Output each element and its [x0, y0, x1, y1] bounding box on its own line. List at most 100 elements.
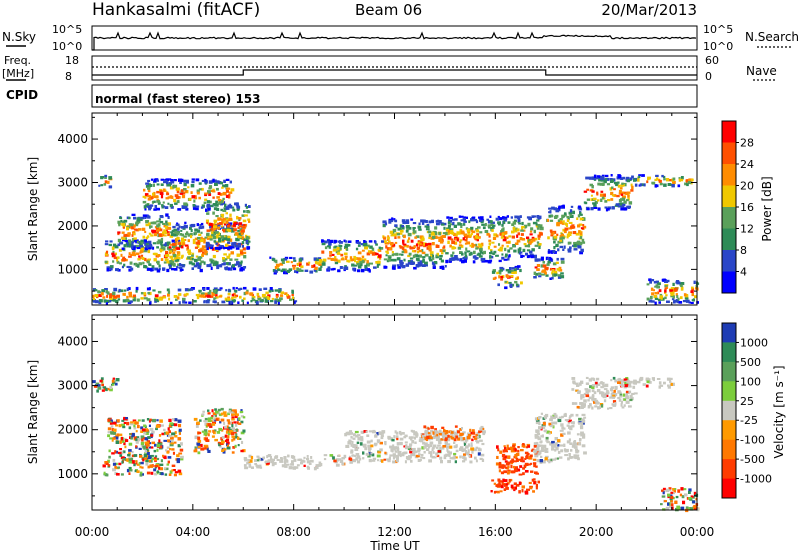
- vel-cell: [612, 400, 617, 403]
- vel-cell: [468, 433, 472, 437]
- vel-cell: [429, 436, 433, 439]
- power-cell: [187, 233, 191, 237]
- power-cell: [546, 218, 549, 222]
- power-cell: [514, 215, 518, 219]
- vel-cell: [447, 460, 451, 464]
- power-cell: [195, 255, 199, 258]
- power-cell: [163, 224, 167, 228]
- power-cell: [363, 240, 366, 244]
- vel-cell: [576, 454, 580, 457]
- power-cell: [346, 248, 349, 251]
- vel-cell: [501, 483, 506, 486]
- power-cell: [548, 214, 552, 218]
- vel-cell: [433, 436, 436, 439]
- power-cell: [596, 191, 599, 195]
- power-cell: [193, 300, 197, 303]
- power-cell: [139, 240, 144, 244]
- power-cell: [115, 252, 117, 256]
- power-cell: [374, 252, 379, 256]
- power-cell: [213, 227, 217, 231]
- vel-cell: [539, 459, 543, 463]
- power-cell: [227, 196, 231, 199]
- vel-cell: [580, 406, 584, 409]
- power-cell: [208, 200, 212, 204]
- power-cell: [438, 220, 442, 224]
- power-cell: [197, 242, 201, 246]
- power-cell: [133, 253, 136, 257]
- power-cell: [160, 178, 165, 181]
- power-cell: [216, 196, 220, 199]
- vel-cell: [141, 419, 145, 422]
- vel-cell: [221, 449, 225, 452]
- power-cell: [195, 262, 199, 266]
- vel-cell: [130, 436, 133, 440]
- vel-cell: [534, 454, 539, 458]
- power-cell: [497, 215, 500, 219]
- power-cell: [178, 242, 181, 246]
- power-cell: [225, 289, 228, 292]
- vel-cell: [123, 421, 127, 424]
- power-cell: [396, 257, 401, 261]
- nsky-trace: [92, 31, 697, 51]
- power-cell: [105, 290, 108, 294]
- power-cell: [208, 244, 213, 248]
- power-cell: [176, 265, 179, 268]
- vel-cell: [408, 436, 412, 440]
- vel-cell: [376, 432, 379, 436]
- colorbar-tick-label: 4: [740, 266, 747, 279]
- power-cell: [538, 237, 541, 240]
- vel-cell: [335, 458, 339, 462]
- vel-cell: [575, 450, 579, 454]
- power-cell: [98, 301, 102, 305]
- power-cell: [336, 246, 340, 251]
- vel-cell: [368, 452, 372, 455]
- vel-cell: [141, 473, 144, 476]
- power-cell: [522, 255, 525, 258]
- power-cell: [678, 178, 681, 182]
- vel-cell: [675, 495, 679, 499]
- vel-cell: [504, 450, 508, 453]
- power-cell: [184, 190, 187, 193]
- power-cell: [180, 245, 184, 249]
- power-cell: [664, 285, 668, 288]
- power-cell: [600, 179, 605, 182]
- power-cell: [203, 240, 206, 244]
- power-cell: [601, 176, 605, 181]
- power-cell: [552, 262, 557, 266]
- power-cell: [416, 246, 421, 250]
- power-cell: [109, 267, 113, 271]
- power-cell: [318, 263, 322, 266]
- power-cell: [623, 200, 627, 204]
- power-cell: [382, 220, 386, 224]
- vel-cell: [167, 460, 170, 464]
- vel-cell: [495, 462, 498, 466]
- power-cell: [142, 214, 147, 217]
- vel-cell: [507, 469, 511, 472]
- vel-cell: [567, 419, 572, 423]
- power-cell: [178, 196, 181, 199]
- power-cell: [238, 222, 243, 225]
- power-cell: [440, 235, 444, 239]
- vel-cell: [542, 459, 546, 464]
- power-cell: [510, 283, 513, 287]
- power-cell: [181, 254, 184, 258]
- power-cell: [209, 225, 212, 229]
- vel-cell: [173, 423, 178, 427]
- vel-cell: [475, 433, 478, 438]
- power-cell: [238, 218, 241, 222]
- vel-cell: [551, 440, 555, 444]
- power-cell: [139, 256, 142, 260]
- power-cell: [478, 216, 482, 219]
- power-cell: [149, 225, 151, 229]
- vel-cell: [438, 441, 442, 445]
- vel-cell: [417, 447, 421, 451]
- power-cell: [537, 234, 541, 238]
- vel-cell: [596, 389, 601, 393]
- power-cell: [294, 270, 298, 273]
- vel-cell: [362, 451, 365, 455]
- power-cell: [228, 246, 233, 250]
- vel-cell: [335, 463, 340, 467]
- power-cell: [231, 246, 235, 249]
- power-cell: [98, 294, 102, 297]
